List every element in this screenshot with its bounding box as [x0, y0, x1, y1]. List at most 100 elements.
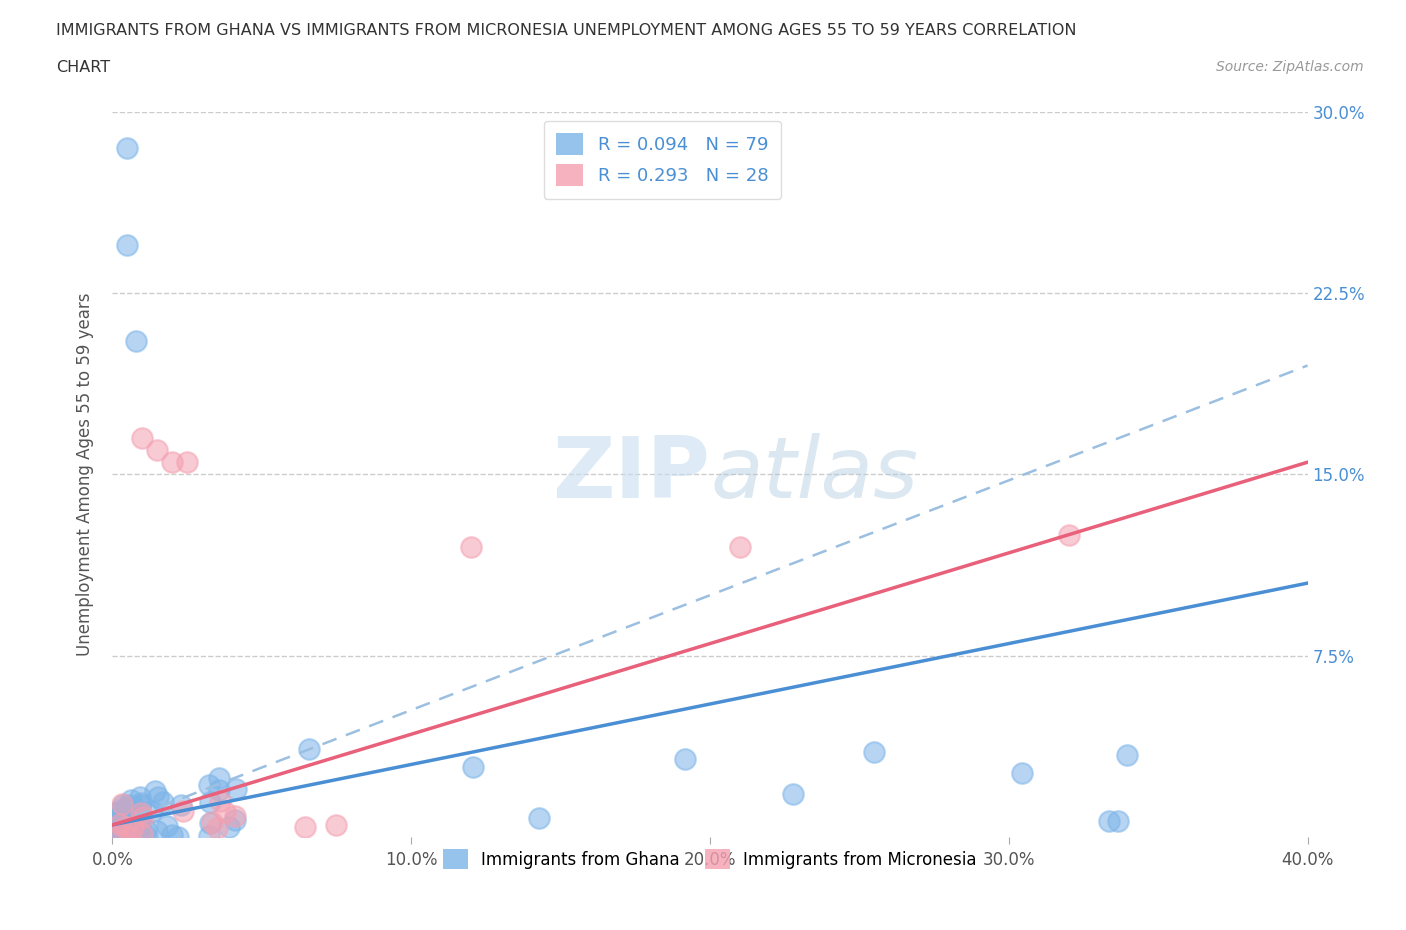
Y-axis label: Unemployment Among Ages 55 to 59 years: Unemployment Among Ages 55 to 59 years — [76, 293, 94, 656]
Point — [145, 784, 167, 799]
Point — [115, 812, 138, 827]
Point — [121, 812, 143, 827]
Point — [118, 809, 141, 824]
Point — [224, 808, 246, 823]
Point — [105, 812, 128, 827]
Point — [225, 781, 247, 796]
Point — [1115, 748, 1137, 763]
Point — [208, 782, 231, 797]
Point — [141, 804, 163, 818]
Point — [107, 804, 129, 819]
Point — [1011, 765, 1033, 780]
Text: ZIP: ZIP — [553, 432, 710, 516]
Legend: Immigrants from Ghana, Immigrants from Micronesia: Immigrants from Ghana, Immigrants from M… — [433, 839, 987, 880]
Point — [103, 811, 125, 826]
Point — [108, 817, 131, 831]
Text: CHART: CHART — [56, 60, 110, 75]
Point — [218, 819, 240, 834]
Point — [108, 822, 131, 837]
Point — [105, 810, 128, 825]
Point — [198, 816, 221, 830]
Point — [200, 795, 222, 810]
Point — [527, 810, 550, 825]
Point — [208, 771, 231, 786]
Point — [198, 829, 221, 844]
Point — [172, 804, 194, 818]
Point — [112, 818, 135, 833]
Point — [122, 827, 145, 842]
Point — [298, 741, 321, 756]
Point — [294, 820, 316, 835]
Point — [156, 818, 179, 833]
Point — [198, 777, 221, 792]
Point — [122, 819, 145, 834]
Point — [114, 819, 136, 834]
Point — [112, 827, 135, 842]
Point — [1107, 813, 1129, 828]
Point — [103, 809, 125, 824]
Point — [128, 819, 150, 834]
Point — [129, 805, 152, 820]
Point — [111, 796, 134, 811]
Point — [131, 827, 153, 842]
Point — [105, 827, 128, 842]
Point — [105, 822, 128, 837]
Point — [214, 804, 236, 819]
Point — [176, 455, 198, 470]
Point — [115, 802, 138, 817]
Point — [128, 811, 150, 826]
Point — [121, 824, 143, 839]
Point — [132, 809, 155, 824]
Point — [152, 794, 174, 809]
Point — [124, 804, 146, 818]
Point — [112, 800, 135, 815]
Point — [115, 814, 138, 829]
Point — [105, 825, 128, 840]
Point — [125, 334, 148, 349]
Point — [135, 822, 157, 837]
Point — [167, 830, 190, 844]
Point — [120, 829, 142, 844]
Point — [460, 539, 482, 554]
Point — [131, 431, 153, 445]
Point — [110, 817, 132, 832]
Point — [673, 751, 696, 766]
Text: IMMIGRANTS FROM GHANA VS IMMIGRANTS FROM MICRONESIA UNEMPLOYMENT AMONG AGES 55 T: IMMIGRANTS FROM GHANA VS IMMIGRANTS FROM… — [56, 23, 1077, 38]
Point — [169, 797, 191, 812]
Point — [124, 800, 146, 815]
Point — [112, 808, 135, 823]
Point — [107, 827, 129, 842]
Point — [129, 797, 152, 812]
Point — [103, 821, 125, 836]
Point — [114, 819, 136, 834]
Point — [1057, 527, 1080, 542]
Point — [120, 792, 142, 807]
Point — [103, 805, 125, 820]
Point — [325, 817, 347, 832]
Point — [120, 801, 142, 816]
Point — [146, 443, 169, 458]
Point — [128, 807, 150, 822]
Point — [115, 805, 138, 820]
Point — [200, 815, 222, 830]
Point — [108, 813, 131, 828]
Point — [208, 794, 231, 809]
Point — [111, 826, 134, 841]
Point — [117, 801, 139, 816]
Point — [461, 760, 484, 775]
Point — [782, 787, 804, 802]
Point — [107, 818, 129, 833]
Point — [728, 539, 751, 554]
Point — [205, 821, 228, 836]
Point — [127, 823, 149, 838]
Point — [145, 823, 167, 838]
Point — [162, 455, 183, 470]
Text: atlas: atlas — [710, 432, 918, 516]
Point — [224, 813, 246, 828]
Point — [135, 830, 157, 844]
Point — [129, 795, 152, 810]
Point — [108, 822, 131, 837]
Text: Source: ZipAtlas.com: Source: ZipAtlas.com — [1216, 60, 1364, 74]
Point — [115, 817, 138, 831]
Point — [108, 826, 131, 841]
